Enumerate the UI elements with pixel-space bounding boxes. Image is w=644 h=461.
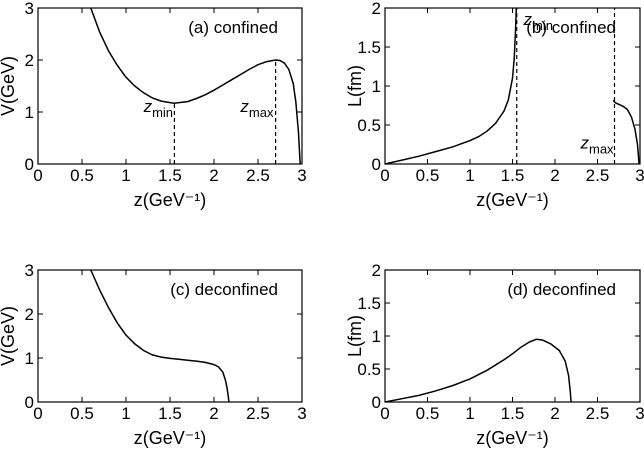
x-tick-label-c: 2 xyxy=(209,404,218,423)
x-tick-label-d: 2.5 xyxy=(586,404,610,423)
x-tick-label-b: 2.5 xyxy=(586,166,610,185)
x-axis-label-c: z(GeV⁻¹) xyxy=(134,428,207,448)
y-tick-label-d: 1.5 xyxy=(357,294,381,313)
y-tick-label-c: 2 xyxy=(25,305,34,324)
marker-subscript: min xyxy=(532,18,553,33)
marker-label-b-max: zmax xyxy=(580,133,615,156)
x-tick-label-d: 0 xyxy=(380,404,389,423)
y-tick-label-b: 1.5 xyxy=(357,38,381,57)
x-tick-label-d: 3 xyxy=(635,404,644,423)
x-tick-label-b: 3 xyxy=(635,166,644,185)
marker-symbol: z xyxy=(143,97,153,116)
panel-label-c: (c) deconfined xyxy=(170,280,278,299)
x-tick-label-a: 1 xyxy=(121,166,130,185)
series-line-a-0-0 xyxy=(90,7,301,165)
y-tick-label-b: 2 xyxy=(372,0,381,18)
marker-label-a-min: zmin xyxy=(143,97,173,120)
panel-label-b: (b) confined xyxy=(526,18,616,37)
x-tick-label-a: 3 xyxy=(297,166,306,185)
x-tick-label-c: 2.5 xyxy=(246,404,270,423)
x-axis-label-d: z(GeV⁻¹) xyxy=(476,428,549,448)
y-tick-label-d: 0 xyxy=(372,393,381,412)
x-tick-label-a: 1.5 xyxy=(158,166,182,185)
x-tick-label-a: 2 xyxy=(209,166,218,185)
y-axis-label-a: V(GeV) xyxy=(0,56,18,116)
marker-symbol: z xyxy=(523,10,533,29)
y-tick-label-a: 2 xyxy=(25,51,34,70)
series-line-b-0-0 xyxy=(384,7,518,165)
marker-subscript: max xyxy=(249,105,274,120)
panel-d: 0 0.5 1 1.5 2 2.5 300.511.52z(GeV⁻¹)L(fm)(d) d… xyxy=(345,261,644,448)
panel-label-a: (a) confined xyxy=(188,18,278,37)
x-tick-label-d: 0.5 xyxy=(416,404,440,423)
y-tick-label-d: 0.5 xyxy=(357,360,381,379)
marker-symbol: z xyxy=(580,133,590,152)
y-tick-label-b: 0.5 xyxy=(357,116,381,135)
marker-subscript: min xyxy=(152,105,173,120)
x-tick-label-c: 1 xyxy=(121,404,130,423)
y-axis-label-c: V(GeV) xyxy=(0,306,18,366)
x-tick-label-c: 0.5 xyxy=(70,404,94,423)
x-tick-label-d: 1.5 xyxy=(501,404,525,423)
x-tick-label-b: 1.5 xyxy=(501,166,525,185)
panel-a: 0 0.5 1 1.5 2 2.5 3 0 1 2 3 z(GeV⁻¹) V(GeV) (a) confi… xyxy=(0,0,307,210)
y-axis-label-d: L(fm) xyxy=(345,315,365,357)
series-line-c-0-0 xyxy=(90,269,230,403)
x-tick-label-b: 0 xyxy=(380,166,389,185)
panel-c: 0 0.5 1 1.5 2 2.5 3 0 1 2 3 z(GeV⁻¹) V(GeV) (c) decon… xyxy=(0,261,307,448)
x-tick-label-c: 1.5 xyxy=(158,404,182,423)
marker-label-b-min: zmin xyxy=(523,10,553,33)
y-tick-label-d: 2 xyxy=(372,261,381,280)
marker-symbol: z xyxy=(239,97,249,116)
x-tick-label-b: 1 xyxy=(465,166,474,185)
y-tick-label-a: 1 xyxy=(25,103,34,122)
x-tick-label-d: 1 xyxy=(465,404,474,423)
y-axis-label-b: L(fm) xyxy=(345,65,365,107)
y-tick-label-c: 3 xyxy=(25,261,34,280)
series-line-b-0-1 xyxy=(612,99,640,165)
y-tick-label-c: 1 xyxy=(25,349,34,368)
y-tick-label-d: 1 xyxy=(372,327,381,346)
y-tick-label-a: 3 xyxy=(25,0,34,18)
x-tick-label-b: 2 xyxy=(550,166,559,185)
panel-label-d: (d) deconfined xyxy=(507,280,616,299)
y-tick-label-a: 0 xyxy=(25,155,34,174)
x-axis-label-b: z(GeV⁻¹) xyxy=(476,190,549,210)
marker-label-a-max: zmax xyxy=(239,97,274,120)
x-axis-label-a: z(GeV⁻¹) xyxy=(134,190,207,210)
x-tick-label-c: 0 xyxy=(33,404,42,423)
panel-b: 0 0.5 1 1.5 2 2.5 300.511.52z(GeV⁻¹)L(fm)(b) c… xyxy=(345,0,644,210)
series-line-d-0-0 xyxy=(384,338,572,403)
x-tick-label-a: 0.5 xyxy=(70,166,94,185)
y-tick-label-b: 0 xyxy=(372,155,381,174)
y-tick-label-b: 1 xyxy=(372,77,381,96)
x-tick-label-c: 3 xyxy=(297,404,306,423)
x-tick-label-a: 0 xyxy=(33,166,42,185)
marker-subscript: max xyxy=(589,141,614,156)
x-tick-label-a: 2.5 xyxy=(246,166,270,185)
x-tick-label-d: 2 xyxy=(550,404,559,423)
y-tick-label-c: 0 xyxy=(25,393,34,412)
x-tick-label-b: 0.5 xyxy=(416,166,440,185)
